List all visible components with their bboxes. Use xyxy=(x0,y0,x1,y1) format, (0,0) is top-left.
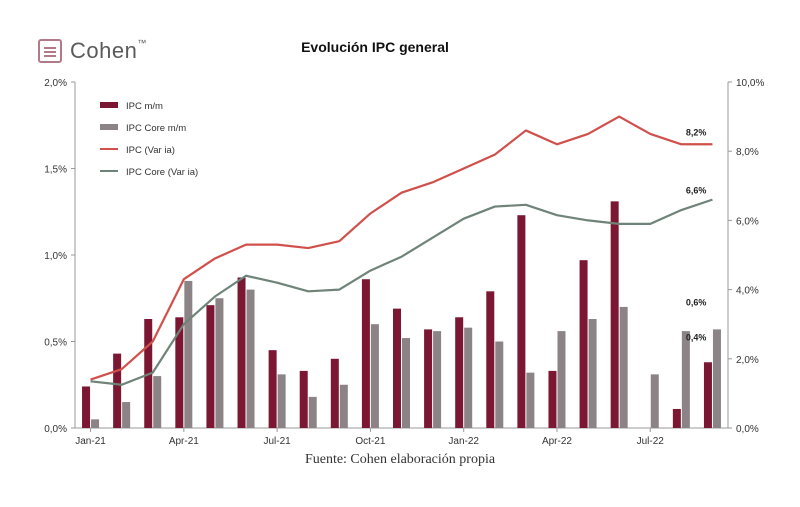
source-note: Fuente: Cohen elaboración propia xyxy=(304,452,496,467)
chart-title: Evolución IPC general xyxy=(301,39,449,55)
bar-ipc-mm xyxy=(393,308,401,428)
bar-ipc-mm xyxy=(579,260,588,428)
bar-ipc-mm xyxy=(424,329,433,428)
bar-ipc-core-mm xyxy=(464,327,473,428)
brand-tm: ™ xyxy=(137,38,147,48)
bar-ipc-core-mm xyxy=(619,306,628,428)
x-tick-label: Jul-22 xyxy=(637,436,665,447)
bar-ipc-core-mm xyxy=(495,341,504,428)
bar-ipc-mm xyxy=(175,317,184,428)
legend-swatch xyxy=(100,124,118,130)
x-tick-label: Oct-21 xyxy=(355,436,385,447)
bar-ipc-mm xyxy=(672,408,681,428)
bar-ipc-core-mm xyxy=(402,338,410,428)
bar-ipc-core-mm xyxy=(91,419,100,428)
bar-ipc-core-mm xyxy=(122,402,131,428)
cohen-logo-icon xyxy=(38,39,62,63)
bar-ipc-mm xyxy=(548,370,557,428)
y-right-tick-label: 8,0% xyxy=(736,147,759,158)
bar-ipc-mm xyxy=(237,277,246,428)
brand-name: Cohen™ xyxy=(70,38,147,63)
bar-ipc-mm xyxy=(330,358,339,428)
legend-label: IPC Core (Var ia) xyxy=(126,167,198,178)
y-right-tick-label: 2,0% xyxy=(736,355,759,366)
x-tick-label: Jul-21 xyxy=(263,436,291,447)
bar-ipc-core-mm xyxy=(215,298,224,428)
bar-ipc-mm xyxy=(517,215,526,428)
cohen-logo: Cohen™ xyxy=(38,38,147,64)
bar-ipc-core-mm xyxy=(588,319,597,428)
bar-ipc-core-mm xyxy=(712,329,721,428)
bar-ipc-core-mm xyxy=(246,289,255,428)
chart-bars xyxy=(82,201,721,428)
data-label: 6,6% xyxy=(686,186,707,196)
x-tick-label: Jan-22 xyxy=(448,436,479,447)
y-left-tick-label: 2,0% xyxy=(44,78,67,89)
bar-ipc-mm xyxy=(455,317,464,428)
x-tick-label: Jan-21 xyxy=(75,436,106,447)
bar-ipc-mm xyxy=(486,291,495,428)
bar-ipc-core-mm xyxy=(184,280,193,428)
chart-axes: 0,0% 0,5% 1,0% 1,5% 2,0% 0,0% 2,0% 4,0% 6,0% 8,0%… xyxy=(44,78,764,447)
bar-ipc-core-mm xyxy=(308,396,317,428)
bar-ipc-core-mm xyxy=(153,376,162,428)
bar-ipc-core-mm xyxy=(557,331,566,428)
bar-ipc-core-mm xyxy=(370,324,379,428)
bar-ipc-core-mm xyxy=(681,331,690,428)
bar-ipc-mm xyxy=(206,305,215,428)
bar-ipc-mm xyxy=(610,201,619,428)
bar-ipc-core-mm xyxy=(433,331,442,428)
bar-ipc-mm xyxy=(361,279,370,428)
legend-label: IPC Core m/m xyxy=(126,123,186,134)
chart-legend: IPC m/m IPC Core m/m IPC (Var ia) IPC Core … xyxy=(100,101,198,178)
x-tick-label: Apr-22 xyxy=(542,436,572,447)
bar-ipc-mm xyxy=(268,350,277,428)
chart-annotations: 8,2% 6,6% 0,6% 0,4% xyxy=(686,127,707,342)
bar-ipc-mm xyxy=(299,370,308,428)
bar-ipc-mm xyxy=(113,353,122,428)
data-label: 0,6% xyxy=(686,297,707,307)
bar-ipc-core-mm xyxy=(277,374,286,428)
y-left-tick-label: 1,0% xyxy=(44,251,67,262)
y-left-tick-label: 1,5% xyxy=(44,165,67,176)
bar-ipc-core-mm xyxy=(339,384,348,428)
y-right-tick-label: 10,0% xyxy=(736,78,764,89)
legend-label: IPC (Var ia) xyxy=(126,145,175,156)
y-right-tick-label: 0,0% xyxy=(736,424,759,435)
y-right-tick-label: 4,0% xyxy=(736,286,759,297)
bar-ipc-mm xyxy=(703,362,712,428)
y-right-tick-label: 6,0% xyxy=(736,216,759,227)
bar-ipc-core-mm xyxy=(650,374,659,428)
legend-label: IPC m/m xyxy=(126,101,163,112)
legend-swatch xyxy=(100,102,118,108)
y-left-tick-label: 0,5% xyxy=(44,338,67,349)
chart-lines xyxy=(90,115,713,386)
x-tick-label: Apr-21 xyxy=(169,436,199,447)
bar-ipc-core-mm xyxy=(526,372,535,428)
bar-ipc-mm xyxy=(82,386,91,428)
line-ipc-ia xyxy=(90,115,713,381)
data-label: 8,2% xyxy=(686,127,707,137)
y-left-tick-label: 0,0% xyxy=(44,424,67,435)
line-ipc-core-ia xyxy=(90,198,713,386)
data-label: 0,4% xyxy=(686,332,707,342)
